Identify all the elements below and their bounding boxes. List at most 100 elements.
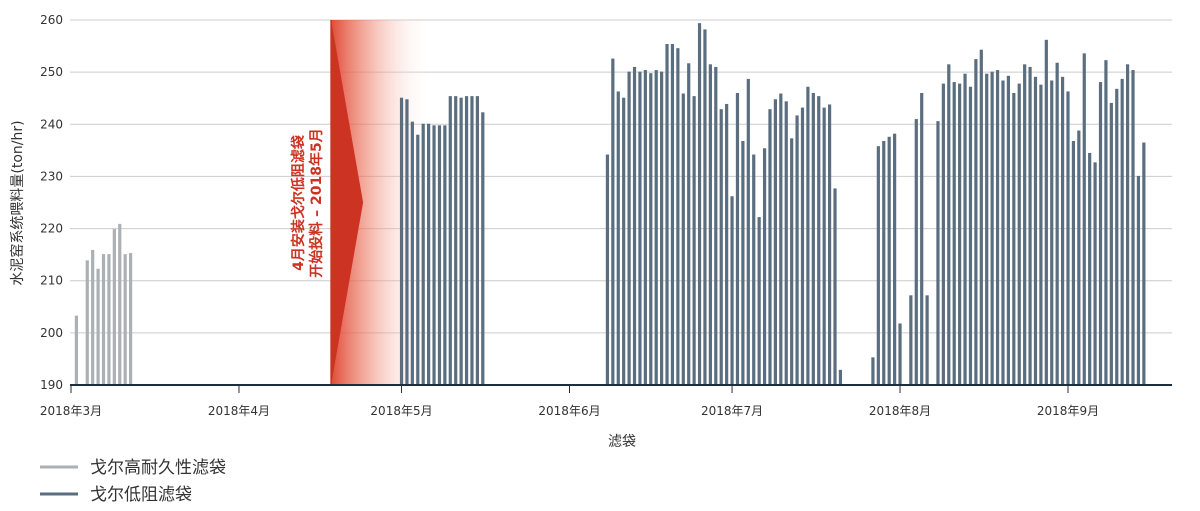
- bar-blue: [410, 121, 414, 386]
- bar-gray: [107, 254, 111, 385]
- bars: [74, 23, 1146, 386]
- bar-blue: [421, 123, 425, 385]
- y-tick-label: 210: [40, 274, 63, 288]
- y-axis-title: 水泥窑系统喂料量(ton/hr): [9, 120, 26, 285]
- bar-blue: [979, 49, 983, 385]
- bar-blue: [995, 70, 1000, 385]
- bar-blue: [871, 357, 875, 385]
- bar-blue: [1044, 39, 1048, 386]
- bar-gray: [74, 315, 79, 385]
- bar-blue: [676, 48, 680, 385]
- bar-blue: [611, 58, 615, 386]
- bar-blue: [1060, 76, 1065, 385]
- bar-blue: [936, 121, 940, 385]
- bar-blue: [1050, 80, 1054, 386]
- bar-blue: [470, 96, 474, 385]
- bar-blue: [757, 217, 761, 385]
- x-tick-label: 2018年8月: [869, 404, 931, 418]
- x-tick-label: 2018年7月: [701, 404, 763, 418]
- bar-blue: [714, 66, 718, 386]
- bar-blue: [443, 125, 447, 385]
- bar-blue: [941, 83, 945, 386]
- bar-blue: [1115, 88, 1119, 385]
- bar-blue: [427, 123, 431, 385]
- bar-blue: [963, 73, 967, 386]
- bar-blue: [687, 63, 691, 385]
- bar-blue: [1071, 140, 1076, 385]
- bar-blue: [920, 93, 924, 385]
- bar-blue: [1131, 70, 1135, 385]
- bar-blue: [616, 91, 620, 385]
- annotation-text: 4月安装戈尔低阻滤袋 开始投料 – 2018年5月: [290, 128, 325, 277]
- bar-blue: [643, 70, 647, 385]
- bar-blue: [752, 154, 756, 385]
- bar-blue: [1006, 75, 1010, 385]
- bar-blue: [985, 73, 989, 386]
- bar-blue: [448, 96, 452, 385]
- bar-blue: [1023, 64, 1027, 385]
- bar-blue: [665, 43, 669, 386]
- bar-blue: [838, 369, 843, 385]
- bar-blue: [1120, 78, 1124, 386]
- bar-gray: [85, 260, 89, 385]
- bar-blue: [817, 96, 821, 385]
- bar-blue: [741, 140, 745, 385]
- annotation-marker: [330, 20, 432, 385]
- x-tick-label: 2018年6月: [538, 404, 600, 418]
- x-tick-label: 2018年5月: [370, 404, 432, 418]
- annotation-arrow: [331, 20, 364, 385]
- bar-blue: [670, 43, 675, 386]
- bar-blue: [1109, 102, 1113, 385]
- x-tick-label: 2018年3月: [40, 404, 102, 418]
- bar-blue: [1077, 130, 1081, 385]
- x-axis-title: 滤袋: [608, 434, 636, 450]
- legend-label-gray: 戈尔高耐久性滤袋: [90, 458, 226, 478]
- bar-blue: [481, 112, 485, 385]
- bar-blue: [958, 83, 962, 386]
- grid-lines: [70, 19, 1172, 334]
- x-tick-labels: 2018年3月 2018年4月 2018年5月 2018年6月 2018年7月 2018年…: [40, 404, 1099, 418]
- bar-blue: [974, 59, 978, 386]
- bar-blue: [768, 109, 772, 385]
- bar-gray: [112, 229, 116, 385]
- bar-blue: [827, 104, 832, 385]
- bar-blue: [779, 93, 783, 386]
- y-tick-label: 200: [40, 326, 63, 340]
- bar-blue: [990, 71, 994, 386]
- bar-blue: [746, 78, 750, 386]
- bar-gray: [123, 254, 127, 385]
- x-tick-label: 2018年4月: [208, 404, 270, 418]
- bar-gray: [129, 253, 133, 385]
- bar-blue: [893, 133, 897, 385]
- bar-blue: [399, 97, 404, 385]
- bar-blue: [1055, 62, 1059, 385]
- y-tick-label: 190: [40, 378, 63, 392]
- bar-blue: [475, 96, 479, 385]
- bar-blue: [649, 73, 653, 385]
- bar-blue: [1033, 76, 1038, 385]
- y-tick-labels: 190 200 210 220 230 240 250 260: [40, 13, 63, 392]
- bar-gray: [91, 249, 95, 385]
- annotation-line-1: 4月安装戈尔低阻滤袋: [290, 134, 307, 271]
- bar-blue: [703, 29, 707, 385]
- bar-blue: [800, 107, 805, 385]
- bar-blue: [887, 136, 891, 385]
- legend-item-gray: 戈尔高耐久性滤袋: [40, 458, 226, 478]
- bar-blue: [909, 295, 913, 385]
- bar-blue: [882, 140, 886, 385]
- bar-blue: [437, 125, 442, 385]
- bar-blue: [622, 97, 626, 385]
- annotation-line-2: 开始投料 – 2018年5月: [308, 128, 325, 277]
- x-tick-label: 2018年9月: [1037, 404, 1099, 418]
- bar-blue: [773, 99, 777, 385]
- bar-blue: [925, 295, 929, 385]
- y-tick-label: 240: [40, 117, 63, 131]
- bar-blue: [1028, 66, 1032, 386]
- bar-blue: [1039, 84, 1043, 385]
- bar-blue: [464, 96, 469, 385]
- bar-gray: [118, 223, 122, 385]
- bar-blue: [1093, 162, 1097, 385]
- bar-blue: [1088, 152, 1092, 385]
- bar-blue: [735, 93, 740, 385]
- y-tick-label: 260: [40, 13, 63, 27]
